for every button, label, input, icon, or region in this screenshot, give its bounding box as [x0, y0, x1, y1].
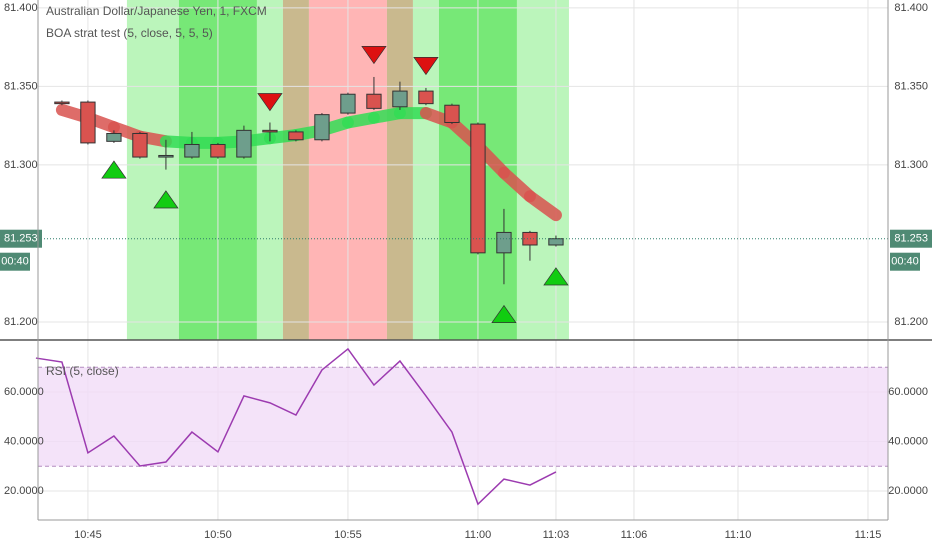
- price-tag: [0, 229, 42, 248]
- candle-body: [54, 101, 70, 105]
- x-tick-label: 10:45: [74, 529, 102, 541]
- candle-body: [522, 231, 538, 246]
- y-tick-label: 40.0000: [888, 435, 928, 447]
- y-tick-label: 81.400: [4, 2, 38, 14]
- y-tick-label: 20.0000: [888, 485, 928, 497]
- y-tick-label: 81.200: [4, 316, 38, 328]
- candle-body: [288, 131, 304, 141]
- candle-body: [418, 90, 434, 105]
- background-layer: [38, 0, 888, 520]
- y-tick-label: 81.300: [4, 159, 38, 171]
- price-tag-label: 81.253: [4, 233, 38, 245]
- x-tick-label: 11:06: [621, 529, 648, 541]
- signal-marker: [413, 57, 439, 76]
- signal-marker: [257, 93, 283, 112]
- countdown-label: 00:40: [891, 256, 919, 268]
- y-tick-label: 20.0000: [4, 485, 44, 497]
- signal-marker: [101, 160, 127, 179]
- chart-title: Australian Dollar/Japanese Yen, 1, FXCM: [46, 4, 267, 18]
- candle-body: [210, 143, 226, 158]
- signal-zone: [282, 0, 309, 340]
- candle-body: [392, 90, 408, 108]
- candle-body: [314, 114, 330, 141]
- signal-marker: [543, 267, 569, 286]
- y-tick-label: 81.350: [4, 80, 38, 92]
- signal-zone: [386, 0, 413, 340]
- candle-body: [158, 154, 174, 158]
- signal-marker: [361, 46, 387, 65]
- candle-body: [106, 132, 122, 142]
- level-band: [38, 367, 888, 467]
- x-tick-label: 11:03: [543, 529, 570, 541]
- signal-marker: [153, 190, 179, 209]
- candle-body: [496, 231, 512, 254]
- candle-body: [80, 101, 96, 144]
- candle-body: [340, 93, 356, 114]
- y-tick-label: 81.400: [894, 2, 928, 14]
- x-tick-label: 11:15: [855, 529, 882, 541]
- candle-body: [262, 129, 278, 133]
- candle-body: [548, 238, 564, 246]
- countdown-tag: [890, 252, 920, 271]
- indicator-legend: BOA strat test (5, close, 5, 5, 5): [46, 26, 213, 40]
- countdown-tag: [0, 252, 30, 271]
- signal-zone: [412, 0, 439, 340]
- signal-zone: [256, 0, 283, 340]
- x-tick-label: 11:10: [725, 529, 752, 541]
- signal-marker: [491, 304, 517, 324]
- candle-body: [470, 123, 486, 254]
- candle-body: [366, 93, 382, 109]
- y-tick-label: 60.0000: [4, 386, 44, 398]
- ma-ribbon: [523, 190, 562, 222]
- candle-body: [444, 104, 460, 123]
- price-tag-label: 81.253: [894, 233, 928, 245]
- candle-body: [236, 129, 252, 158]
- rsi-legend: RSI (5, close): [46, 364, 119, 378]
- y-tick-label: 81.350: [894, 80, 928, 92]
- y-tick-label: 81.200: [894, 316, 928, 328]
- y-tick-label: 60.0000: [888, 386, 928, 398]
- y-tick-label: 40.0000: [4, 435, 44, 447]
- candle-body: [132, 132, 148, 158]
- countdown-label: 00:40: [1, 256, 29, 268]
- x-tick-label: 11:00: [465, 529, 492, 541]
- y-tick-label: 81.300: [894, 159, 928, 171]
- price-tag: [890, 229, 932, 248]
- x-tick-label: 10:55: [334, 529, 362, 541]
- signal-zone: [516, 0, 569, 340]
- candle-body: [184, 143, 200, 158]
- rsi-line: [35, 347, 557, 506]
- signal-zone: [126, 0, 179, 340]
- x-tick-label: 10:50: [204, 529, 232, 541]
